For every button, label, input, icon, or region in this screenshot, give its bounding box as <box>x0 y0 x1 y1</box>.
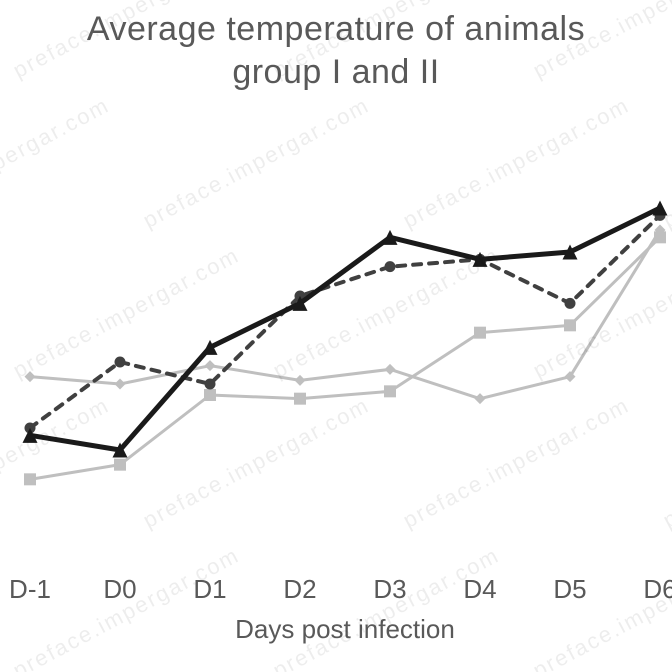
series-marker-2 <box>294 393 306 405</box>
series-marker-2 <box>114 459 126 471</box>
x-tick-label: D1 <box>193 574 226 604</box>
series-marker-1 <box>295 375 306 386</box>
series-marker-3 <box>115 357 126 368</box>
series-marker-2 <box>654 231 666 243</box>
x-tick-label: D3 <box>373 574 406 604</box>
x-axis-label: Days post infection <box>235 614 455 644</box>
chart-svg: D-1 D0 D1 D2 D3 D4 D5 D6 Days post infection <box>0 0 672 672</box>
x-tick-label: D5 <box>553 574 586 604</box>
series-marker-2 <box>24 473 36 485</box>
series-marker-1 <box>25 371 36 382</box>
x-tick-label: D2 <box>283 574 316 604</box>
series-marker-2 <box>474 327 486 339</box>
series-marker-2 <box>564 319 576 331</box>
series-marker-1 <box>475 393 486 404</box>
x-tick-label: D4 <box>463 574 496 604</box>
series-marker-1 <box>115 379 126 390</box>
series-marker-1 <box>385 364 396 375</box>
series-marker-2 <box>384 385 396 397</box>
x-tick-label: D-1 <box>9 574 51 604</box>
series-marker-1 <box>205 360 216 371</box>
chart-container: Average temperature of animals group I a… <box>0 0 672 672</box>
x-tick-label: D6 <box>643 574 672 604</box>
series-marker-2 <box>204 389 216 401</box>
series-marker-3 <box>205 379 216 390</box>
series-marker-3 <box>565 298 576 309</box>
series-marker-3 <box>385 261 396 272</box>
x-tick-label: D0 <box>103 574 136 604</box>
